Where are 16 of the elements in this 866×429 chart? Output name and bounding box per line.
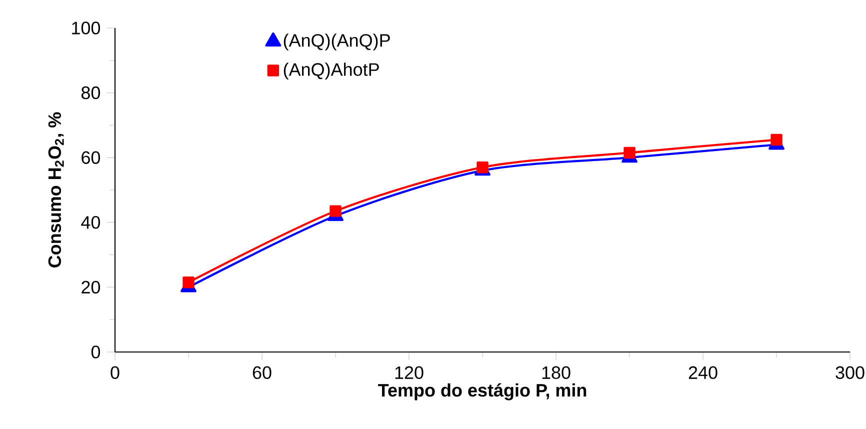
legend-label: (AnQ)AhotP (284, 62, 379, 80)
y-axis-title: Consumo H$_{2}$O$_{2}$, % (48, 112, 64, 268)
y-tick-label: 100 (72, 22, 100, 34)
x-tick-label: 0 (110, 366, 120, 380)
legend-label: (AnQ)(AnQ)P (284, 34, 390, 50)
y-tick-label: 0 (91, 346, 100, 358)
x-tick-label: 300 (836, 366, 864, 380)
y-tick-label: 40 (81, 216, 100, 229)
y-tick-label: 20 (82, 280, 100, 294)
x-axis-title: Tempo do estágio P, min (378, 383, 586, 400)
y-tick-label: 80 (81, 86, 100, 100)
y-tick-label: 60 (82, 151, 100, 164)
x-tick-label: 180 (542, 366, 570, 380)
x-tick-label: 240 (688, 366, 718, 380)
x-tick-label: 120 (395, 366, 424, 380)
x-tick-label: 60 (252, 366, 272, 380)
